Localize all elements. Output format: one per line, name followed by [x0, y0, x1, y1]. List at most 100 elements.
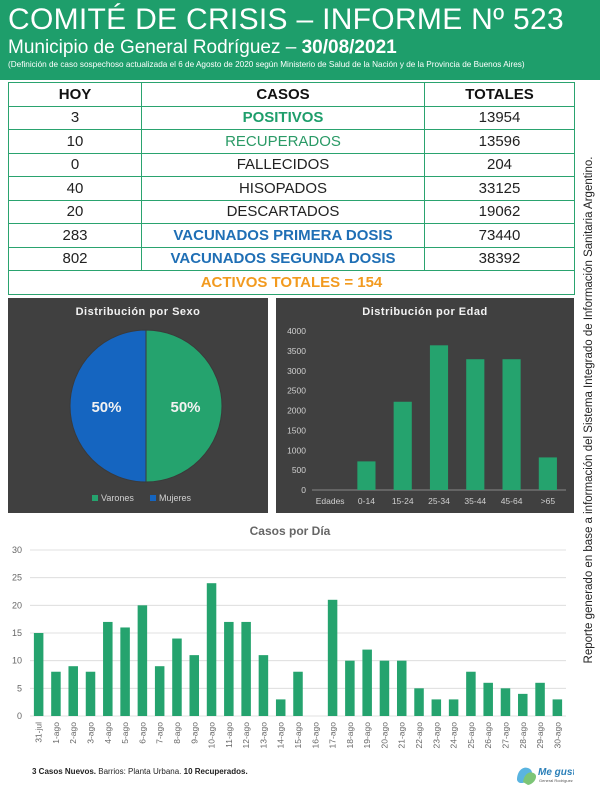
- x-tick-label: 25-ago: [466, 722, 476, 749]
- age-bar-35-44: [466, 359, 485, 490]
- x-tick-label: 45-64: [501, 496, 523, 506]
- x-tick-label: 35-44: [464, 496, 486, 506]
- x-tick-label: 1-ago: [51, 722, 61, 744]
- age-bar-chart-svg: 0 500 1000 1500 2000 2500 3000 3500 4000 Edades 0-…: [287, 326, 566, 506]
- cell-totales: 13954: [424, 105, 575, 130]
- sex-distribution-chart: Distribución por Sexo 50% 50% Varones Mujer…: [8, 298, 268, 513]
- daily-bar-28-ago: [518, 693, 528, 716]
- x-tick-label: Edades: [316, 496, 345, 506]
- column-header-hoy: HOY: [8, 82, 142, 107]
- table-header-row: HOY CASOS TOTALES: [8, 82, 575, 107]
- daily-bar-29-ago: [535, 682, 545, 716]
- age-bar-0-14: [357, 461, 376, 490]
- x-tick-label: 24-ago: [449, 722, 459, 749]
- daily-bar-20-ago: [379, 660, 390, 716]
- y-tick-label: 2500: [287, 386, 306, 396]
- y-tick-label: 3000: [287, 366, 306, 376]
- age-bar->65: [538, 457, 557, 490]
- x-tick-label: 14-ago: [276, 722, 286, 749]
- logo-subtext: General Rodríguez: [539, 778, 573, 783]
- x-tick-label: 10-ago: [207, 722, 217, 749]
- x-tick-label: 15-ago: [293, 722, 303, 749]
- x-tick-label: 9-ago: [189, 722, 199, 744]
- x-tick-label: 6-ago: [137, 722, 147, 744]
- cell-totales: 33125: [424, 176, 575, 201]
- footer-summary: 3 Casos Nuevos. Barrios: Planta Urbana. …: [32, 767, 248, 776]
- report-date: 30/08/2021: [301, 37, 397, 58]
- x-tick-label: 31-jul: [34, 722, 44, 743]
- daily-bar-7-ago: [154, 666, 165, 716]
- daily-bar-24-ago: [448, 699, 459, 716]
- pie-value-label: 50%: [171, 399, 201, 416]
- table-row: 40 HISOPADOS 33125: [8, 176, 575, 201]
- daily-bar-31-jul: [33, 633, 44, 716]
- cell-casos: DESCARTADOS: [141, 199, 425, 224]
- pie-slice-varones: [145, 329, 223, 483]
- x-tick-label: 23-ago: [431, 722, 441, 749]
- source-note-text: Reporte generado en base a información d…: [583, 156, 595, 664]
- cell-casos: VACUNADOS PRIMERA DOSIS: [141, 223, 425, 248]
- cell-hoy: 20: [8, 199, 142, 224]
- footer-neighborhoods: Barrios: Planta Urbana.: [96, 767, 184, 776]
- daily-bar-14-ago: [275, 699, 286, 716]
- cell-hoy: 802: [8, 246, 142, 271]
- x-tick-label: 25-34: [428, 496, 450, 506]
- y-tick-label: 1000: [287, 445, 306, 455]
- activos-row: ACTIVOS TOTALES = 154: [8, 270, 575, 295]
- pie-slice-mujeres: [69, 329, 147, 483]
- table-row: 283 VACUNADOS PRIMERA DOSIS 73440: [8, 223, 575, 248]
- x-tick-label: 16-ago: [310, 722, 320, 749]
- daily-bar-8-ago: [172, 638, 182, 716]
- y-tick-label: 20: [12, 600, 22, 610]
- x-tick-label: 19-ago: [362, 722, 372, 749]
- daily-bar-13-ago: [258, 655, 269, 716]
- cell-casos: POSITIVOS: [141, 105, 425, 130]
- footer-recovered: 10 Recuperados.: [183, 767, 248, 776]
- x-tick-label: 17-ago: [328, 722, 338, 749]
- daily-bar-6-ago: [137, 605, 148, 716]
- y-tick-label: 0: [17, 711, 22, 721]
- age-distribution-chart: Distribución por Edad 0 500 1000 1500 2000 25…: [276, 298, 574, 513]
- daily-bar-3-ago: [85, 671, 96, 716]
- daily-bar-5-ago: [120, 627, 130, 716]
- cell-hoy: 40: [8, 176, 142, 201]
- daily-bar-9-ago: [189, 655, 200, 716]
- cell-totales: 19062: [424, 199, 575, 224]
- column-header-casos: CASOS: [141, 82, 425, 107]
- cell-casos: RECUPERADOS: [141, 129, 425, 154]
- report-title: COMITÉ DE CRISIS – INFORME Nº 523: [8, 3, 564, 36]
- daily-bar-27-ago: [500, 688, 511, 716]
- age-bar-15-24: [393, 401, 412, 490]
- definition-note: (Definición de caso sospechoso actualiza…: [8, 60, 525, 69]
- x-tick-label: 2-ago: [68, 722, 78, 744]
- cell-casos: VACUNADOS SEGUNDA DOSIS: [141, 246, 425, 271]
- daily-bar-23-ago: [431, 699, 442, 716]
- logo-mark-icon: Me gusta General Rodríguez: [517, 767, 582, 785]
- daily-bar-26-ago: [483, 682, 493, 716]
- x-tick-label: 28-ago: [518, 722, 528, 749]
- cell-hoy: 10: [8, 129, 142, 154]
- cell-hoy: 283: [8, 223, 142, 248]
- cell-totales: 73440: [424, 223, 575, 248]
- daily-bar-11-ago: [224, 621, 234, 716]
- age-bar-25-34: [429, 345, 449, 490]
- report-subtitle: Municipio de General Rodríguez – 30/08/2…: [8, 37, 592, 59]
- y-tick-label: 5: [17, 683, 22, 693]
- x-tick-label: 26-ago: [483, 722, 493, 749]
- table-row: 802 VACUNADOS SEGUNDA DOSIS 38392: [8, 246, 575, 271]
- sex-chart-title: Distribución por Sexo: [75, 306, 201, 318]
- activos-total: ACTIVOS TOTALES = 154: [8, 270, 575, 295]
- table-row: 10 RECUPERADOS 13596: [8, 129, 575, 154]
- cell-hoy: 0: [8, 152, 142, 177]
- x-tick-label: 15-24: [392, 496, 414, 506]
- legend-swatch: [92, 495, 98, 501]
- daily-chart-title: Casos por Día: [249, 524, 331, 538]
- y-tick-label: 25: [12, 573, 22, 583]
- daily-bar-30-ago: [552, 699, 563, 716]
- x-tick-label: 7-ago: [155, 722, 165, 744]
- daily-bar-2-ago: [68, 666, 78, 716]
- daily-bar-1-ago: [51, 671, 61, 716]
- cell-totales: 13596: [424, 129, 575, 154]
- cell-casos: HISOPADOS: [141, 176, 425, 201]
- municipality-label: Municipio de General Rodríguez –: [8, 37, 302, 58]
